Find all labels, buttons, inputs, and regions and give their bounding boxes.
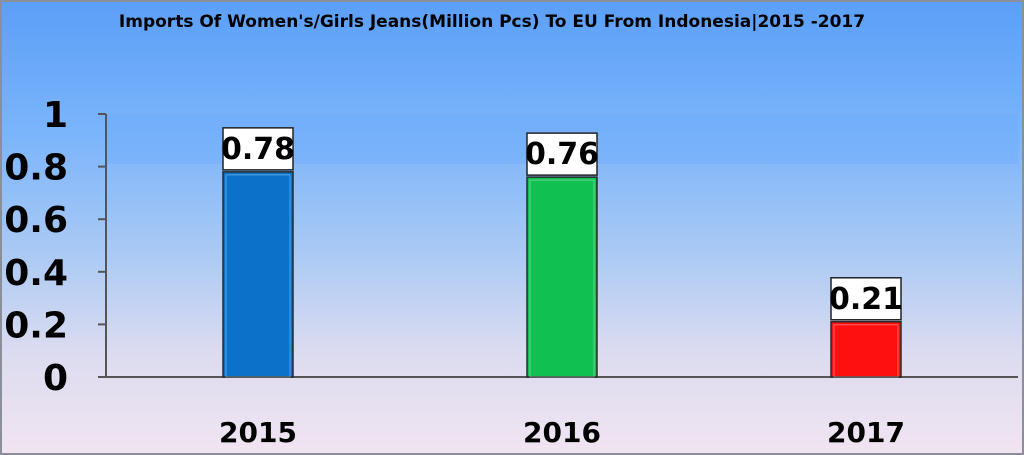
y-tick-label: 1: [43, 95, 68, 136]
y-tick-label: 0: [43, 358, 68, 399]
bar-highlight: [833, 324, 899, 378]
data-label-box: [830, 277, 902, 321]
chart-title: Imports Of Women's/Girls Jeans(Million P…: [118, 12, 866, 32]
bar-highlight: [529, 179, 595, 378]
x-tick-label: 2017: [827, 416, 905, 449]
data-label: 0.76: [525, 137, 599, 172]
y-tick-label: 0.8: [4, 148, 68, 189]
x-tick-label: 2015: [219, 416, 297, 449]
bar-2017: [830, 321, 902, 378]
x-tick-label: 2016: [523, 416, 601, 449]
y-tick-label: 0.2: [4, 305, 68, 346]
data-label: 0.21: [829, 282, 903, 317]
bar-highlight: [225, 174, 291, 378]
y-tick-label: 0.4: [4, 253, 68, 294]
data-label-box: [222, 127, 294, 171]
data-label: 0.78: [221, 132, 295, 167]
bar-2016: [526, 176, 598, 378]
bar-2015: [222, 171, 294, 378]
data-label-box: [526, 132, 598, 176]
y-tick-label: 0.6: [4, 200, 68, 241]
